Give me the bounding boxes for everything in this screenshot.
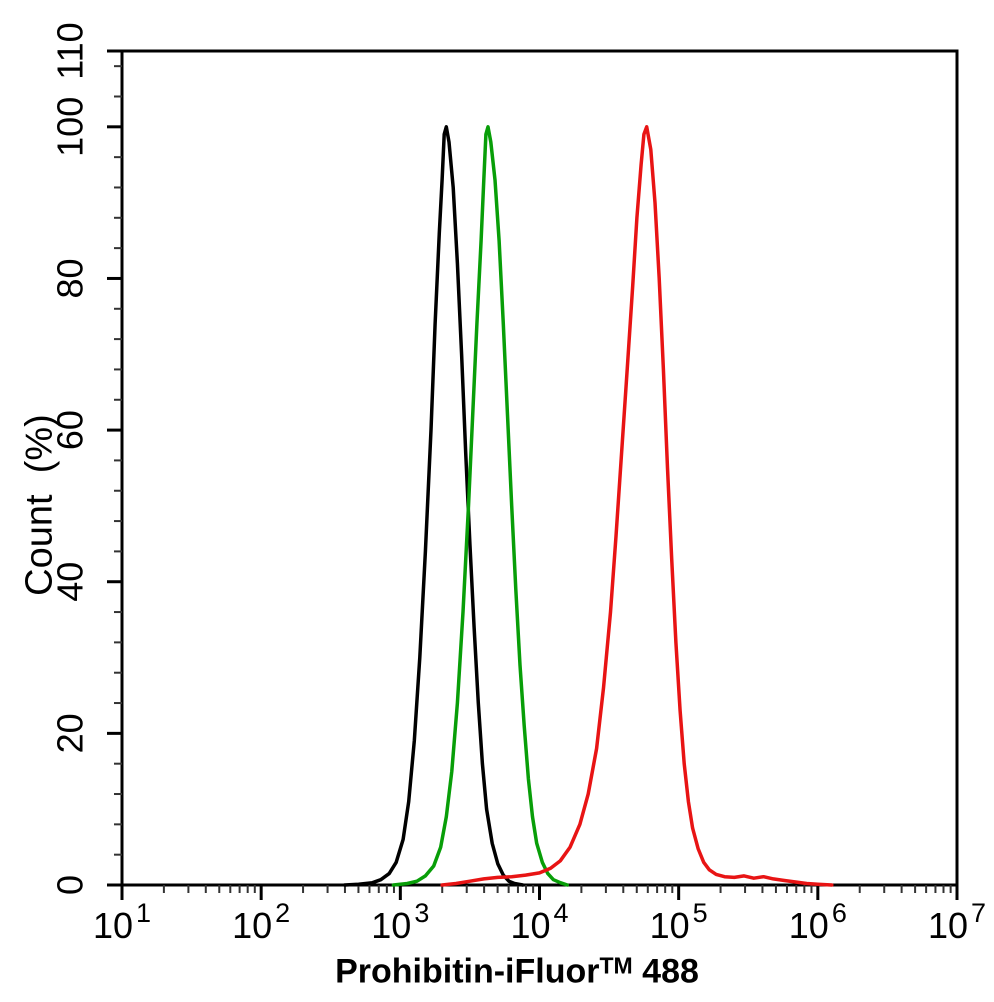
y-axis-title: Count (%) [18,414,61,596]
x-axis-tick-label: 10 1 [93,898,151,946]
x-axis-title-main: Prohibitin-iFluor [335,952,600,991]
x-axis-title-suffix: 488 [632,952,699,991]
x-axis-tick-label: 10 4 [510,898,568,946]
x-axis-tick-label: 10 6 [789,898,847,946]
y-axis-tick-label: 80 [50,258,91,298]
y-axis-tick-label: 40 [50,562,91,602]
y-axis-tick-label: 0 [50,875,91,895]
y-axis-tick-label: 110 [50,22,91,79]
plot-frame [120,49,959,887]
x-axis-tick-label: 10 2 [232,898,290,946]
x-axis-tick-label: 10 3 [371,898,429,946]
y-axis-tick-label: 100 [50,97,91,157]
curve-green [391,125,570,887]
y-axis-tick-label: 20 [50,713,91,753]
curve-black [342,125,525,887]
x-axis-tick-label: 10 7 [928,898,986,946]
x-axis-title: Prohibitin-iFluorTM 488 [335,953,699,992]
x-axis-tick-label: 10 5 [650,898,708,946]
y-axis-tick-label: 60 [50,410,91,450]
curve-red [440,125,834,887]
trademark-superscript: TM [599,952,633,979]
